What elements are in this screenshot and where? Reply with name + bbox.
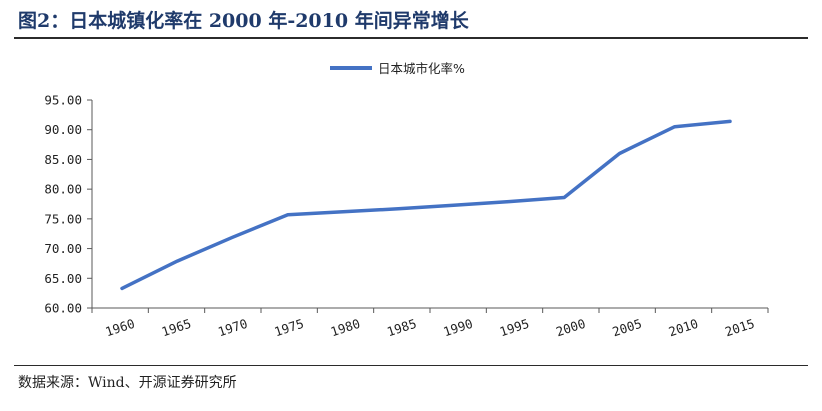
- y-tick-label: 70.00: [44, 241, 82, 256]
- legend-label: 日本城市化率%: [378, 61, 465, 76]
- source-note: 数据来源：Wind、开源证券研究所: [18, 375, 237, 391]
- footer-rule: [14, 365, 808, 366]
- x-tick-label: 1995: [498, 316, 531, 340]
- x-tick-label: 2005: [610, 316, 643, 340]
- title-rule: [14, 37, 808, 39]
- y-tick-label: 85.00: [44, 152, 82, 167]
- chart-legend: 日本城市化率%: [330, 61, 465, 76]
- y-tick-label: 75.00: [44, 211, 82, 226]
- x-axis-ticks: 1960 1965 1970 1975 1980 1985 1990 1995 2000 2005…: [91, 308, 769, 340]
- x-tick-label: 1980: [329, 316, 362, 340]
- x-tick-label: 1985: [385, 316, 418, 340]
- figure-title: 图2：日本城镇化率在 2000 年-2010 年间异常增长: [18, 10, 469, 32]
- x-tick-label: 2000: [554, 316, 587, 340]
- chart-series: [120, 119, 732, 291]
- series-line-urbanization-rate: [120, 119, 732, 291]
- y-tick-label: 65.00: [44, 271, 82, 286]
- y-axis-ticks: 60.00 65.00 70.00 75.00 80.00 85.00 90.00 95.00: [44, 93, 92, 316]
- x-tick-label: 1960: [103, 316, 136, 340]
- x-tick-label: 1990: [441, 316, 474, 340]
- y-tick-label: 90.00: [44, 122, 82, 137]
- y-tick-label: 80.00: [44, 182, 82, 197]
- x-tick-label: 1965: [160, 316, 193, 340]
- x-tick-label: 1975: [272, 316, 305, 340]
- x-tick-label: 1970: [216, 316, 249, 340]
- y-tick-label: 60.00: [44, 301, 82, 316]
- x-tick-label: 2015: [723, 316, 756, 340]
- y-tick-label: 95.00: [44, 93, 82, 108]
- x-tick-label: 2010: [667, 316, 700, 340]
